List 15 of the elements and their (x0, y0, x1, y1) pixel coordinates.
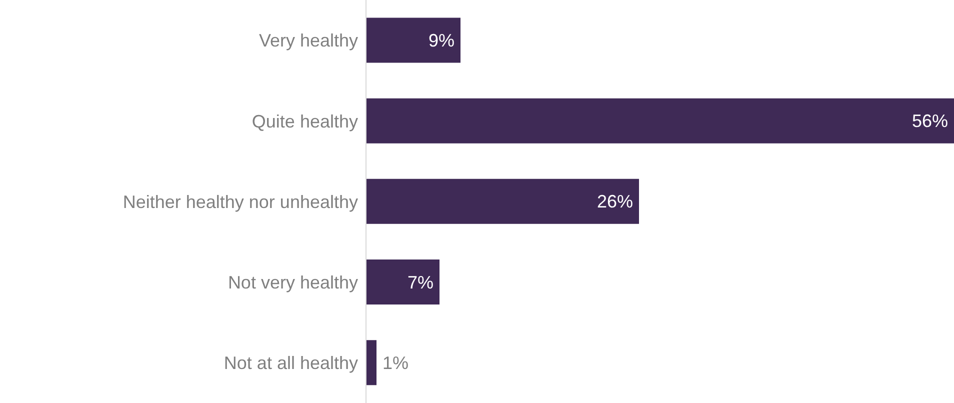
data-label: 1% (382, 352, 409, 373)
bar (366, 340, 376, 386)
data-label: 56% (912, 111, 948, 132)
y-tick-label: Very healthy (258, 30, 358, 51)
data-label: 7% (407, 272, 434, 292)
bar (366, 98, 954, 144)
y-tick-label: Not very healthy (228, 272, 358, 292)
y-tick-label: Neither healthy nor unhealthy (122, 192, 358, 212)
bar (366, 260, 440, 305)
bar (366, 18, 460, 63)
y-tick-label: Quite healthy (252, 111, 358, 132)
bar (366, 178, 639, 224)
data-label: 26% (596, 192, 633, 212)
y-tick-label: Not at all healthy (224, 353, 358, 374)
data-label: 9% (428, 30, 454, 51)
